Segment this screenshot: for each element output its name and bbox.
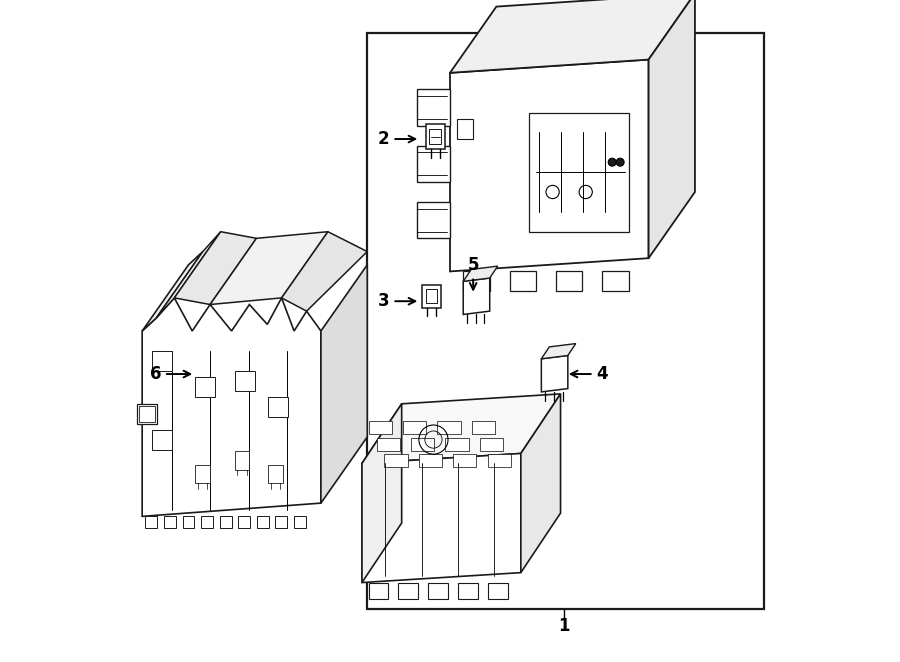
Text: 4: 4 — [571, 365, 608, 383]
Polygon shape — [649, 0, 695, 258]
Bar — [446, 438, 469, 451]
Text: 3: 3 — [378, 292, 415, 310]
Polygon shape — [464, 266, 498, 281]
Bar — [369, 421, 392, 434]
Polygon shape — [157, 232, 220, 318]
Polygon shape — [542, 355, 568, 392]
Text: 5: 5 — [467, 256, 479, 290]
Polygon shape — [321, 265, 367, 503]
Polygon shape — [293, 516, 306, 528]
Bar — [268, 465, 283, 483]
Polygon shape — [450, 60, 649, 271]
Polygon shape — [417, 146, 450, 182]
Polygon shape — [464, 278, 490, 314]
Bar — [456, 119, 473, 139]
Polygon shape — [417, 202, 450, 238]
Bar — [472, 421, 495, 434]
Polygon shape — [238, 516, 250, 528]
Polygon shape — [602, 271, 629, 291]
Polygon shape — [369, 583, 389, 599]
Polygon shape — [450, 0, 695, 73]
Polygon shape — [210, 232, 328, 305]
Polygon shape — [464, 271, 490, 291]
Bar — [418, 454, 442, 467]
Polygon shape — [488, 583, 508, 599]
Circle shape — [608, 158, 617, 166]
Bar — [429, 129, 441, 144]
Polygon shape — [282, 232, 367, 311]
Polygon shape — [362, 394, 561, 463]
Polygon shape — [556, 271, 582, 291]
Text: 2: 2 — [378, 130, 415, 148]
Bar — [488, 454, 511, 467]
Bar — [235, 371, 255, 391]
Bar — [454, 454, 476, 467]
Polygon shape — [509, 271, 536, 291]
Bar — [403, 421, 427, 434]
Bar — [426, 124, 446, 149]
Polygon shape — [256, 516, 268, 528]
Polygon shape — [183, 516, 194, 528]
Bar — [367, 33, 764, 609]
Bar — [480, 438, 503, 451]
Polygon shape — [428, 583, 448, 599]
Polygon shape — [458, 583, 478, 599]
Circle shape — [616, 158, 624, 166]
Polygon shape — [542, 344, 576, 359]
Polygon shape — [417, 89, 450, 126]
Bar — [268, 397, 288, 417]
Bar — [235, 451, 249, 470]
Bar — [422, 285, 441, 308]
Bar — [529, 113, 629, 232]
Polygon shape — [142, 252, 202, 331]
Text: 1: 1 — [558, 616, 570, 635]
Polygon shape — [521, 394, 561, 573]
Polygon shape — [164, 516, 176, 528]
Polygon shape — [275, 516, 287, 528]
Bar — [437, 421, 461, 434]
Polygon shape — [146, 516, 158, 528]
Bar — [137, 404, 157, 424]
Polygon shape — [399, 583, 418, 599]
Text: 6: 6 — [149, 365, 190, 383]
Bar — [411, 438, 434, 451]
Bar — [426, 289, 437, 303]
Bar — [195, 465, 210, 483]
Bar — [376, 438, 400, 451]
Bar — [152, 430, 172, 450]
Polygon shape — [220, 516, 231, 528]
Bar — [139, 406, 155, 422]
Bar — [384, 454, 408, 467]
Polygon shape — [175, 232, 256, 305]
Polygon shape — [362, 404, 401, 583]
Polygon shape — [201, 516, 213, 528]
Bar — [195, 377, 215, 397]
Polygon shape — [142, 298, 321, 516]
Bar — [152, 351, 172, 371]
Polygon shape — [362, 453, 521, 583]
